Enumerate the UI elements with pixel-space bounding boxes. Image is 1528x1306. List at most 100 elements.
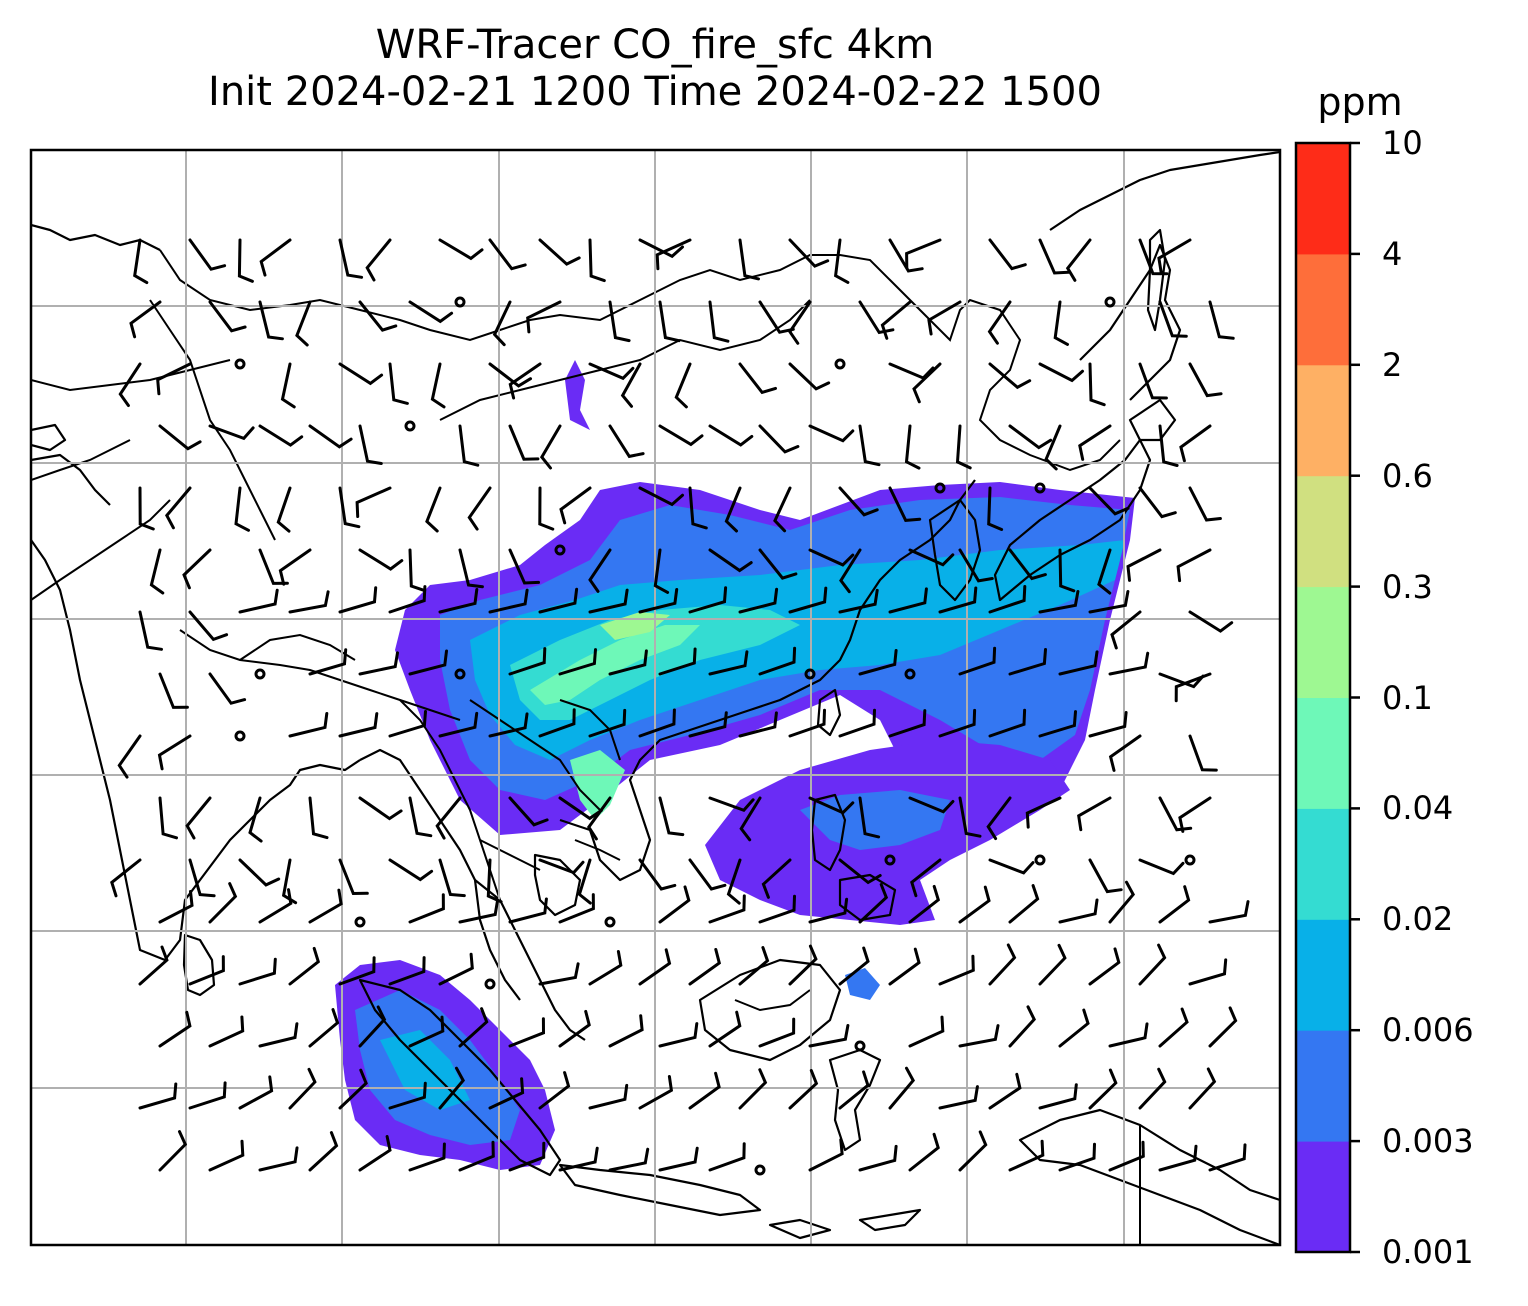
wind-barb	[788, 708, 826, 738]
wind-barb	[688, 586, 728, 614]
coast-sumatra	[358, 978, 562, 1177]
wind-barb	[110, 858, 142, 898]
wind-barb	[1178, 796, 1212, 833]
wind-barb	[1058, 548, 1076, 593]
wind-barb	[758, 424, 800, 454]
wind-barb	[408, 1142, 446, 1172]
wind-barb	[458, 424, 480, 467]
wind-barb	[910, 858, 942, 898]
wind-barb	[1058, 650, 1099, 676]
wind-barb	[1138, 943, 1167, 986]
wind-barb	[288, 1067, 317, 1110]
wind-barb	[488, 238, 527, 271]
colorbar	[1294, 141, 1360, 1254]
plume-sumatra-0006	[380, 1030, 470, 1110]
wind-barb	[408, 548, 427, 593]
wind-barb	[987, 486, 1004, 531]
wind-barb	[388, 710, 427, 738]
wind-barb	[208, 1139, 245, 1172]
wind-barb	[338, 1068, 368, 1110]
wind-barb	[655, 238, 692, 271]
wind-barb	[488, 712, 529, 738]
wind-barb	[208, 424, 255, 441]
wind-barb-calm	[484, 978, 496, 990]
wind-barb	[1088, 1068, 1118, 1110]
wind-barb	[708, 1142, 746, 1172]
colorbar-tick-label: 0.02	[1382, 900, 1454, 939]
wind-barb	[588, 548, 612, 593]
wind-barb	[738, 946, 770, 986]
wind-barb	[558, 893, 595, 924]
wind-barb	[1158, 300, 1188, 338]
wind-barb	[838, 708, 876, 738]
colorbar-tick-label: 0.006	[1382, 1011, 1474, 1050]
wind-barb	[1208, 300, 1235, 340]
colorbar-tick-label: 10	[1382, 124, 1423, 162]
wind-barb	[608, 649, 648, 676]
wind-barb	[238, 1075, 274, 1110]
wind-barb	[338, 362, 384, 386]
wind-barb	[458, 899, 499, 924]
wind-barb	[133, 238, 149, 285]
wind-barb	[538, 858, 585, 875]
wind-barb	[808, 897, 849, 924]
wind-barb	[773, 486, 792, 533]
wind-barb	[526, 300, 562, 334]
wind-barb	[738, 587, 779, 614]
wind-barb	[1044, 424, 1062, 471]
wind-barb	[408, 893, 445, 924]
wind-barb	[1053, 300, 1069, 346]
coastlines	[31, 150, 1280, 1245]
coast-hokkaido	[1128, 398, 1177, 442]
wind-barb	[927, 300, 962, 336]
wind-barb	[438, 238, 484, 261]
wind-barb	[987, 300, 1012, 345]
wind-barb	[958, 796, 982, 838]
wind-barb	[558, 648, 597, 676]
wind-barb	[158, 1010, 192, 1048]
colorbar-tick-label: 0.001	[1382, 1233, 1474, 1271]
border-vietnam	[559, 699, 621, 761]
coast-sunda	[768, 1218, 832, 1240]
wind-barb	[408, 649, 448, 676]
wind-barb	[658, 885, 691, 924]
map-frame	[29, 148, 1282, 1247]
wind-barb	[958, 1130, 988, 1172]
wind-barb	[588, 362, 635, 381]
wind-barb	[988, 585, 1027, 614]
wind-barb	[708, 548, 753, 573]
wind-barb	[1174, 672, 1212, 703]
wind-barb	[338, 956, 376, 986]
colorbar-tick-label: 0.3	[1382, 567, 1433, 606]
wind-barb	[938, 954, 975, 986]
wind-barb	[1188, 610, 1234, 633]
wind-barb	[1088, 858, 1123, 894]
wind-barb-calm	[234, 730, 246, 742]
wind-barb	[408, 300, 454, 324]
coast-indochina	[559, 479, 976, 882]
wind-barb-calm	[1184, 854, 1196, 866]
wind-barb	[1058, 1142, 1096, 1172]
colorbar-segment	[1296, 143, 1350, 255]
wind-barb	[658, 424, 704, 447]
wind-barb	[588, 238, 606, 283]
wind-barb	[608, 1147, 650, 1172]
wind-barb-calm	[454, 296, 466, 308]
colorbar-segment	[1296, 586, 1350, 698]
wind-barb	[838, 946, 870, 986]
wind-barb	[258, 300, 284, 341]
wind-barb	[838, 858, 882, 885]
wind-barb	[738, 362, 777, 395]
wind-barb	[888, 1066, 916, 1110]
plume-borneo	[845, 968, 880, 1000]
wind-barbs	[110, 238, 1250, 1176]
wind-barb	[1188, 362, 1223, 398]
wind-barb	[1176, 548, 1212, 583]
wind-barb	[988, 1072, 1022, 1110]
wind-barb	[295, 300, 312, 347]
wind-barb	[1108, 1022, 1149, 1048]
wind-barb	[938, 708, 977, 738]
wind-barb	[538, 1071, 571, 1110]
wind-barb	[1188, 734, 1218, 772]
wind-barb-calm	[854, 1040, 866, 1052]
